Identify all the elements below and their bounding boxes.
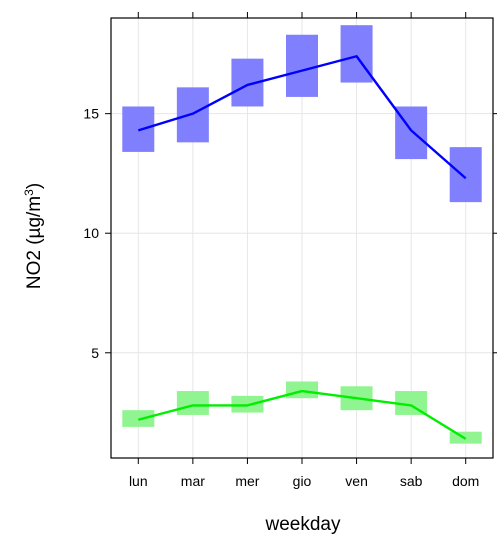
series-line xyxy=(137,55,467,180)
y-axis-title: NO2 (µg/m3) xyxy=(22,183,45,289)
x-tick-label: mar xyxy=(181,473,205,489)
x-tick-label: mer xyxy=(235,473,259,489)
confidence-band xyxy=(340,25,373,83)
confidence-band xyxy=(449,147,482,203)
confidence-band xyxy=(286,34,318,97)
x-axis-title: weekday xyxy=(265,514,341,535)
x-tick-label: ven xyxy=(345,473,368,489)
tick-labels: lun mar mer gio ven sab dom 5 10 15 xyxy=(83,106,479,489)
ticks xyxy=(105,12,497,464)
series-lines xyxy=(137,55,467,440)
series-line xyxy=(137,389,467,440)
confidence-band xyxy=(176,391,209,415)
x-tick-label: dom xyxy=(452,473,479,489)
x-tick-label: lun xyxy=(129,473,148,489)
y-axis-title-main: NO2 (µg/m xyxy=(24,196,45,289)
y-tick-label: 10 xyxy=(83,225,99,241)
y-tick-label: 5 xyxy=(91,345,99,361)
y-axis-title-superscript: 3 xyxy=(22,189,36,196)
y-axis-title-close: ) xyxy=(24,183,45,189)
x-tick-label: sab xyxy=(400,473,423,489)
y-tick-label: 15 xyxy=(83,106,99,122)
x-tick-label: gio xyxy=(293,473,312,489)
